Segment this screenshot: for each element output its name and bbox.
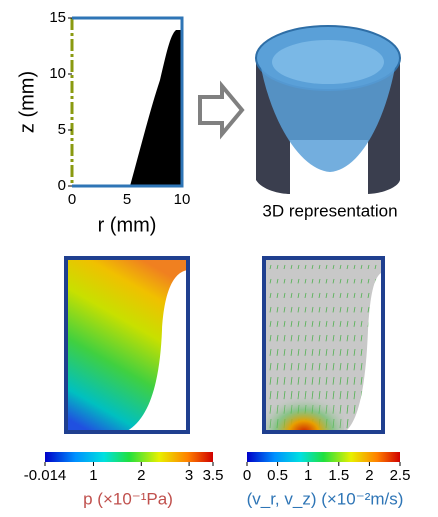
y-tick-label: 15 <box>49 9 66 26</box>
y-tick-label: 0 <box>58 177 66 194</box>
colorbar-tick-label: 1 <box>89 467 97 484</box>
colorbar-tick-label: 1 <box>304 467 312 484</box>
velocity-panel <box>264 258 383 432</box>
y-axis-label: z (mm) <box>16 71 38 133</box>
profile-shape <box>130 30 182 186</box>
colorbar-tick-label: 0.5 <box>267 467 288 484</box>
colorbar <box>247 452 400 462</box>
x-tick-label: 5 <box>123 191 131 208</box>
y-tick-label: 5 <box>58 121 66 138</box>
profile-plot: z (mm) r (mm) 0 5 10 15 0 5 10 <box>16 9 190 236</box>
pressure-panel <box>66 258 188 432</box>
colorbar <box>45 452 213 462</box>
colorbar-tick-label: 3.5 <box>203 467 224 484</box>
x-tick-label: 0 <box>68 191 76 208</box>
funnel-inner <box>272 40 384 84</box>
colorbar-tick-label: 3 <box>185 467 193 484</box>
colorbar-label: p (×10⁻¹Pa) <box>83 489 173 508</box>
colorbar-tick-label: 2 <box>365 467 373 484</box>
colorbar-tick-label: 0 <box>243 467 251 484</box>
colorbar-tick-label: -0.014 <box>24 467 67 484</box>
page: z (mm) r (mm) 0510150510 3D representati… <box>0 0 438 517</box>
x-tick-label: 10 <box>174 191 191 208</box>
colorbar-label: (v_r, v_z) (×10⁻²m/s) <box>247 489 404 508</box>
colorbar-tick-label: 2 <box>137 467 145 484</box>
colorbar-tick-label: 2.5 <box>390 467 411 484</box>
figure: z (mm) r (mm) 0510150510 3D representati… <box>0 0 438 517</box>
y-tick-label: 10 <box>49 65 66 82</box>
render-label: 3D representation <box>262 201 397 220</box>
x-axis-label: r (mm) <box>98 214 157 236</box>
hot-spot <box>264 370 344 432</box>
arrow <box>200 86 242 134</box>
render-3d: 3D representation <box>256 26 400 220</box>
colorbar-tick-label: 1.5 <box>328 467 349 484</box>
